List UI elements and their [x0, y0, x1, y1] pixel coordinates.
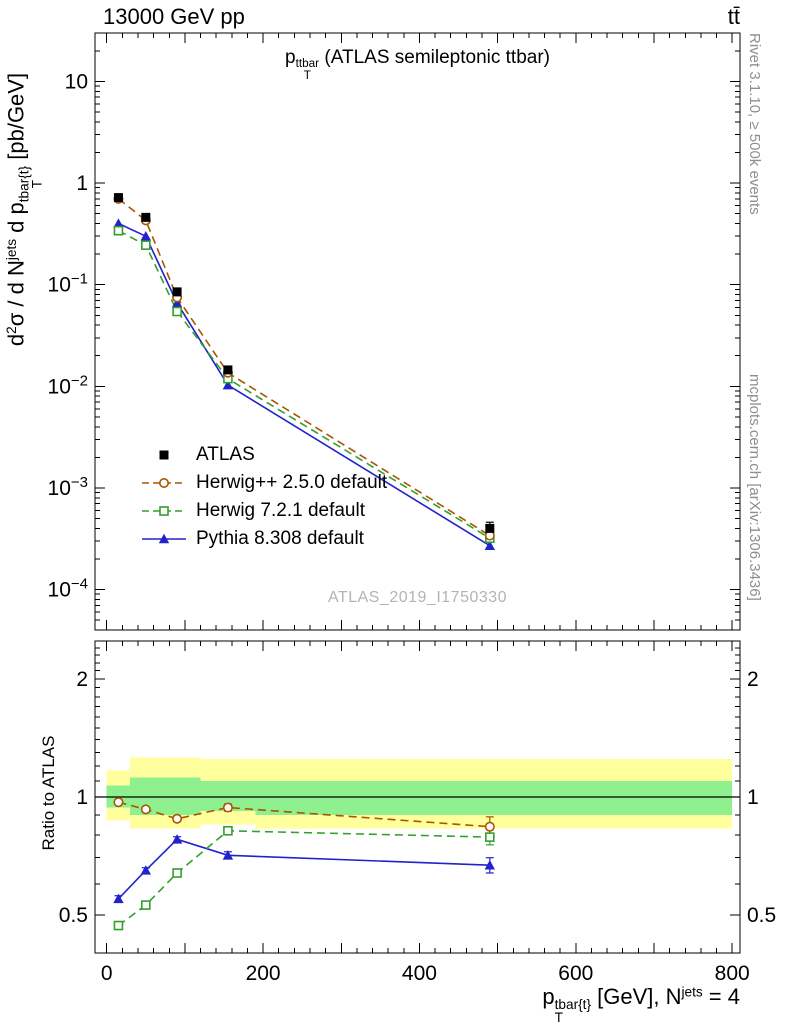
- beam-energy-label: 13000 GeV pp: [103, 4, 245, 29]
- ratio-markers-0: [113, 797, 495, 832]
- legend-item-label: Pythia 8.308 default: [196, 528, 364, 549]
- legend-item-label: Herwig 7.2.1 default: [196, 500, 365, 521]
- ratio-frame: [94, 640, 741, 954]
- ratio-axis-title: Ratio to ATLAS: [39, 735, 58, 851]
- svg-text:10−1: 10−1: [48, 271, 88, 297]
- svg-text:0.5: 0.5: [59, 904, 88, 927]
- ratio-line-1: [118, 829, 490, 927]
- main-markers-3: [113, 218, 496, 551]
- square-open-icon: [142, 506, 186, 516]
- x-axis-title: p tbar{t} T [GeV], Njets = 4: [542, 984, 740, 1025]
- y-axis-title: d2σ / d Njets d p tbar{t} T [pb/GeV]: [3, 72, 45, 347]
- ratio-markers-1: [113, 825, 495, 931]
- green-band-bin-2: [161, 777, 201, 815]
- svg-text:0: 0: [101, 962, 113, 985]
- analysis-id-watermark: ATLAS_2019_I1750330: [327, 589, 508, 606]
- square-filled-icon: [159, 450, 169, 460]
- ratio-markers-2: [113, 834, 496, 904]
- main-frame: [94, 32, 741, 631]
- main-series: [113, 193, 496, 551]
- circle-open-icon: [142, 478, 186, 488]
- process-label: tt̄: [727, 4, 740, 29]
- svg-text:2: 2: [747, 668, 759, 691]
- svg-text:1: 1: [76, 172, 88, 195]
- svg-text:2: 2: [76, 668, 88, 691]
- plot-title: p ttbar T (ATLAS semileptonic ttbar): [284, 47, 551, 82]
- svg-text:600: 600: [558, 962, 593, 985]
- main-markers-0: [113, 193, 495, 533]
- svg-text:10−2: 10−2: [48, 372, 88, 398]
- ratio-series: [113, 797, 496, 931]
- svg-text:800: 800: [715, 962, 750, 985]
- legend-item-label: Herwig++ 2.5.0 default: [196, 472, 388, 493]
- legend: ATLAS Herwig++ 2.5.0 default Herwig 7.2.1 …: [141, 444, 387, 550]
- ratio-line-0: [118, 801, 490, 828]
- legend-item-2: Herwig 7.2.1 default: [141, 500, 387, 522]
- svg-text:200: 200: [246, 962, 281, 985]
- legend-item-label: ATLAS: [196, 444, 255, 465]
- svg-text:10: 10: [65, 70, 88, 93]
- svg-text:400: 400: [402, 962, 437, 985]
- triangle-filled-icon: [142, 533, 186, 544]
- rivet-version-note: Rivet 3.1.10, ≥ 500k events: [746, 33, 763, 215]
- legend-item-1: Herwig++ 2.5.0 default: [141, 472, 387, 494]
- svg-text:10−4: 10−4: [48, 576, 88, 602]
- green-band-bin-4: [255, 780, 733, 815]
- mcplots-source-note: mcplots.cern.ch [arXiv:1306.3436]: [746, 374, 763, 601]
- axis-ticks: [95, 33, 740, 953]
- svg-text:10−3: 10−3: [48, 474, 88, 500]
- svg-text:0.5: 0.5: [747, 904, 776, 927]
- ratio-errorbars-2: [114, 836, 494, 903]
- legend-item-3: Pythia 8.308 default: [141, 528, 387, 550]
- legend-item-0: ATLAS: [141, 444, 387, 466]
- svg-text:1: 1: [76, 786, 88, 809]
- svg-text:1: 1: [747, 786, 759, 809]
- ratio-uncertainty-bands: [106, 757, 733, 829]
